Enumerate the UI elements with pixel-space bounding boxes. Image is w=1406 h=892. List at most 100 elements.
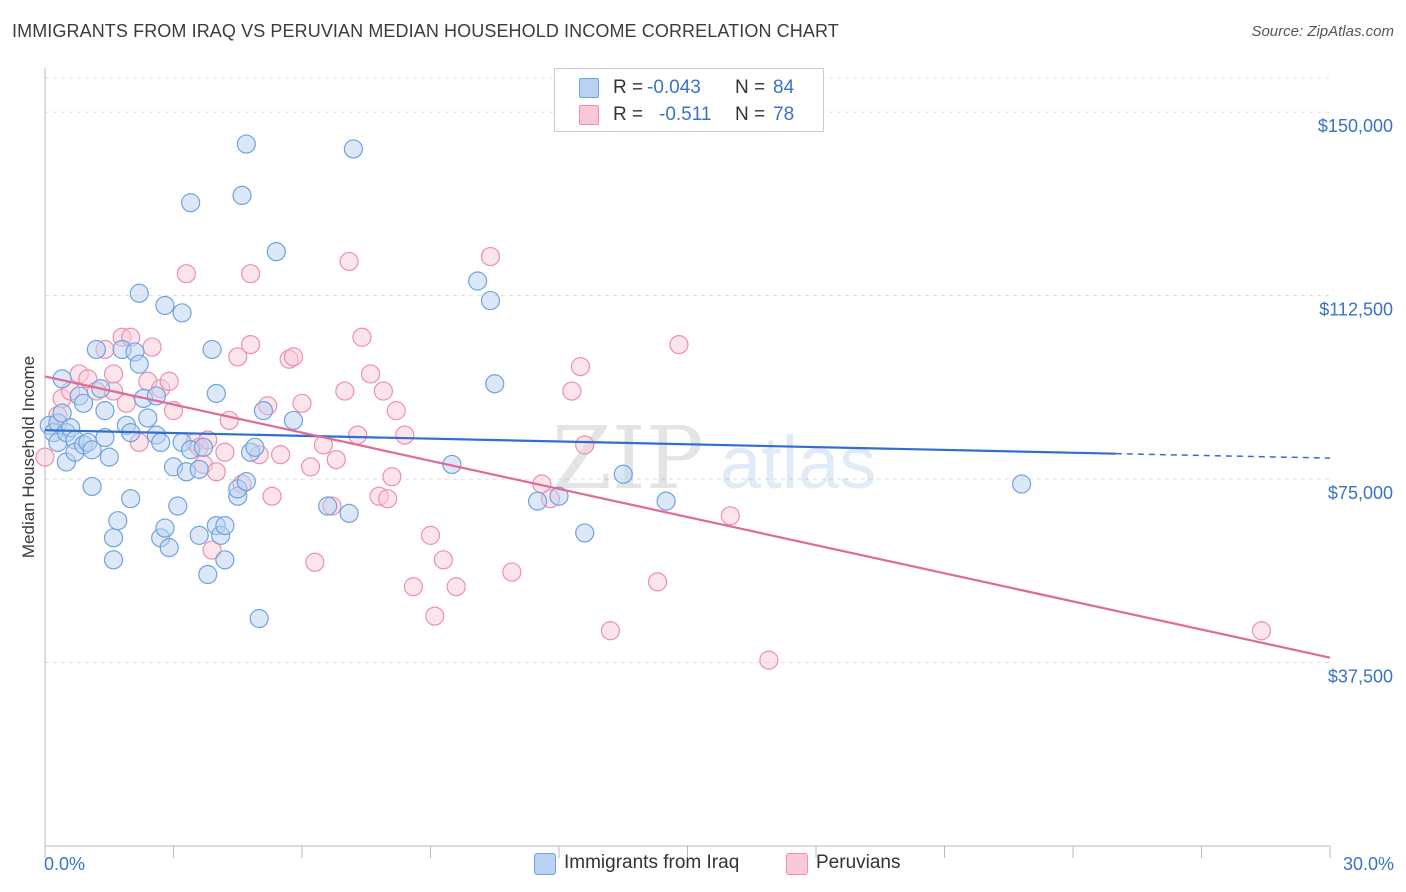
peruvian-data-point	[159, 371, 179, 391]
iraq-data-point	[266, 242, 286, 262]
iraq-data-point	[215, 550, 235, 570]
iraq-data-point	[549, 486, 569, 506]
peruvian-data-point	[425, 606, 445, 626]
iraq-data-point	[73, 393, 94, 413]
legend-label-peruvians: Peruvians	[816, 852, 901, 873]
chart-title: IMMIGRANTS FROM IRAQ VS PERUVIAN MEDIAN …	[12, 21, 839, 41]
peruvian-data-point	[600, 621, 621, 641]
stats-swatch-iraq	[579, 78, 599, 98]
stats-r-label: R =	[613, 77, 644, 98]
x-tick-label-max: 30.0%	[1343, 854, 1394, 874]
watermark-atlas: atlas	[720, 421, 876, 504]
x-axis-ticks	[44, 846, 1331, 858]
iraq-data-point	[206, 383, 226, 404]
iraq-data-point	[343, 139, 363, 159]
stats-r-label: R =	[613, 104, 644, 125]
peruvian-data-point	[219, 410, 239, 431]
peruvian-data-point	[562, 381, 582, 401]
peruvian-data-point	[35, 447, 55, 467]
iraq-data-point	[138, 408, 158, 428]
iraq-data-point	[103, 528, 124, 548]
trend-lines	[44, 375, 1331, 659]
iraq-data-point	[129, 354, 149, 374]
peruvian-data-point	[241, 264, 261, 284]
iraq-data-point	[82, 476, 102, 497]
y-tick-label: $37,500	[1328, 667, 1393, 687]
peruvian-data-point	[480, 246, 501, 267]
peruvian-data-point	[142, 337, 162, 357]
peruvian-data-point	[241, 334, 261, 355]
watermark-zip: ZIP	[552, 409, 704, 509]
iraq-data-point	[193, 437, 214, 457]
peruvian-data-point	[292, 393, 312, 413]
x-tick-label-min: 0.0%	[44, 854, 85, 874]
stats-r-value: -0.511	[659, 104, 712, 125]
stats-n-value: 84	[773, 77, 795, 98]
y-axis-tick-labels: $37,500 $75,000 $112,500 $150,000	[1318, 116, 1393, 686]
stats-swatch-peru	[579, 105, 599, 125]
iraq-data-point	[189, 459, 209, 479]
peruvian-data-point	[570, 357, 591, 377]
iraq-data-point	[155, 518, 175, 538]
peruvian-data-point	[348, 425, 368, 445]
iraq-data-point	[121, 489, 141, 509]
peruvian-data-point	[326, 449, 346, 470]
stats-n-label: N =	[735, 77, 766, 98]
chart-source: Source: ZipAtlas.com	[1251, 23, 1394, 40]
iraq-data-point	[159, 538, 179, 558]
iraq-data-point	[283, 410, 304, 431]
iraq-data-point	[155, 295, 175, 316]
iraq-data-point	[232, 185, 252, 206]
peruvian-trend-line	[44, 375, 1331, 659]
iraq-data-point	[198, 564, 218, 585]
iraq-trend-line-extension	[1115, 452, 1331, 459]
stats-n-label: N =	[735, 104, 766, 125]
peruvian-data-point	[403, 577, 423, 597]
legend-swatch-iraq	[534, 853, 556, 875]
iraq-data-point	[189, 525, 209, 545]
peruvian-data-point	[647, 572, 668, 592]
peruvian-data-point	[339, 251, 359, 272]
iraq-data-point	[249, 608, 269, 629]
peruvian-data-point	[1251, 621, 1272, 641]
iraq-data-point	[236, 471, 256, 492]
iraq-data-point	[527, 491, 548, 511]
peruvian-data-point	[433, 550, 453, 570]
peruvian-data-point	[575, 435, 595, 455]
peruvian-data-point	[352, 327, 372, 347]
iraq-data-point	[613, 464, 633, 484]
iraq-data-point	[480, 290, 501, 311]
peruvian-data-point	[283, 347, 304, 367]
series-peruvians-points	[35, 246, 1272, 670]
y-axis-label: Median Household Income	[19, 356, 38, 558]
iraq-data-point	[95, 427, 115, 448]
peruvian-data-point	[720, 506, 740, 526]
peruvian-data-point	[395, 425, 415, 445]
iraq-data-point	[318, 496, 338, 516]
watermark: ZIP atlas	[552, 409, 876, 509]
iraq-data-point	[103, 550, 124, 570]
iraq-data-point	[575, 523, 595, 543]
stats-legend-box: R = -0.043 N = 84 R = -0.511 N = 78	[554, 68, 824, 132]
peruvian-data-point	[305, 552, 325, 572]
peruvian-data-point	[373, 381, 393, 401]
peruvian-data-point	[382, 467, 402, 487]
iraq-data-point	[181, 193, 201, 213]
stats-n-value: 78	[773, 104, 795, 125]
iraq-data-point	[656, 491, 676, 511]
iraq-data-point	[52, 403, 72, 423]
iraq-data-point	[129, 283, 149, 303]
peruvian-data-point	[202, 540, 222, 560]
peruvian-data-point	[335, 381, 355, 401]
y-tick-label: $75,000	[1328, 483, 1393, 503]
legend-label-iraq: Immigrants from Iraq	[564, 852, 740, 873]
iraq-data-point	[236, 134, 256, 154]
iraq-data-point	[86, 339, 107, 360]
peruvian-data-point	[386, 401, 406, 421]
peruvian-data-point	[446, 577, 466, 597]
iraq-data-point	[215, 515, 235, 536]
peruvian-data-point	[228, 347, 248, 367]
peruvian-data-point	[270, 445, 291, 465]
y-tick-label: $112,500	[1319, 300, 1393, 320]
